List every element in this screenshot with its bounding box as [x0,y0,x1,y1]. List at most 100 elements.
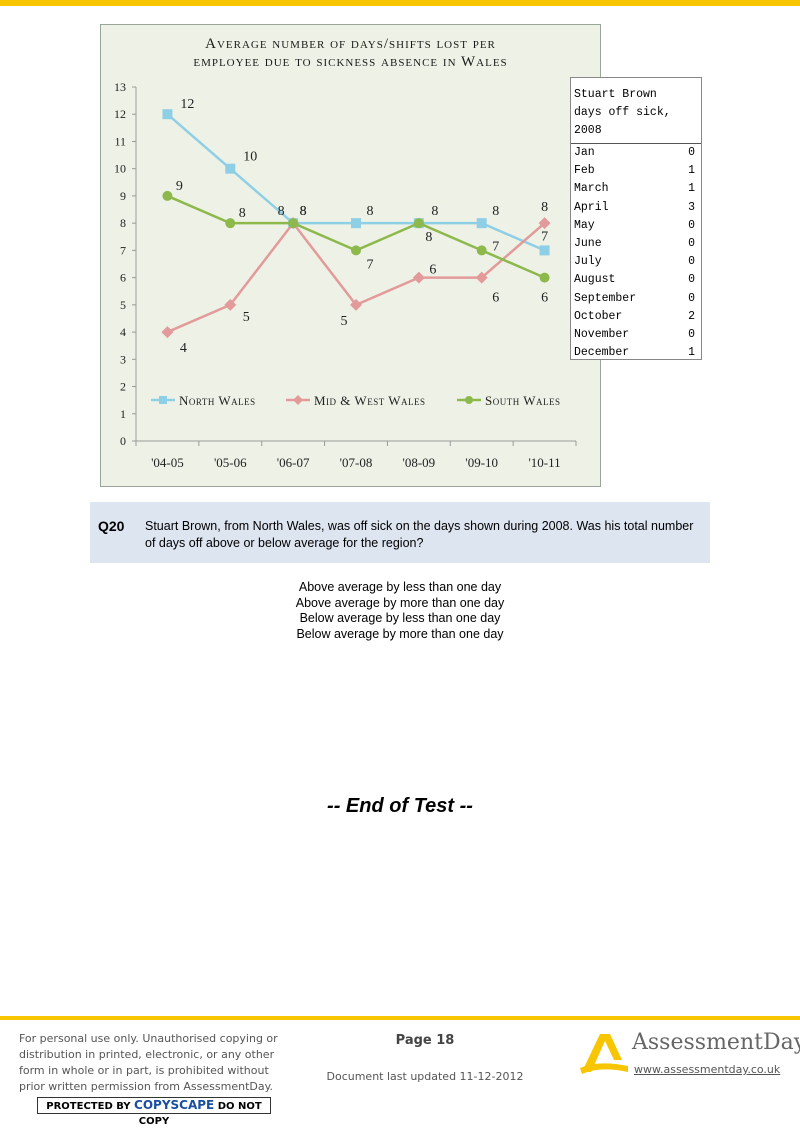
sick-month: April [574,200,609,214]
y-tick-label: 12 [114,107,126,121]
data-label: 5 [243,310,250,325]
y-tick-label: 10 [114,162,126,176]
x-tick-label: '10-11 [528,455,560,470]
legend-marker [465,396,473,404]
data-label: 6 [429,263,436,278]
assessmentday-logo-icon [580,1034,628,1074]
data-point [538,217,551,230]
footer-notice: For personal use only. Unauthorised copy… [19,1032,278,1093]
sick-month: June [574,236,602,250]
y-tick-label: 8 [120,216,126,230]
legend-marker [159,396,167,404]
data-point [539,272,550,283]
sick-table-rows: Jan 0 Feb 1 March 1 April 3 May 0 June 0 July 0 August… [571,144,701,362]
data-label: 9 [176,179,183,194]
sick-month: July [574,255,602,269]
sick-table-row: August 0 [571,271,701,289]
data-label: 10 [243,150,257,165]
data-label: 6 [492,291,499,306]
data-point [162,109,173,120]
sick-month: October [574,309,623,323]
sick-days: 1 [688,164,695,178]
data-label: 4 [180,341,187,356]
legend-label: North Wales [179,393,256,408]
data-point [476,245,487,256]
data-label: 5 [341,314,348,329]
data-label: 8 [239,206,246,221]
legend-label: Mid & West Wales [314,393,426,408]
y-tick-label: 6 [120,271,126,285]
sick-days: 1 [688,182,695,196]
sick-days: 1 [688,346,695,360]
footer-accent-bar [0,1016,800,1020]
y-tick-label: 0 [120,434,126,448]
sick-table-heading-line: days off sick, [574,106,671,119]
sick-month: March [574,182,609,196]
sick-table-row: April 3 [571,199,701,217]
data-label: 6 [541,291,548,306]
answer-option[interactable]: Below average by less than one day [299,611,501,625]
data-label: 8 [300,204,307,219]
copyscape-pre: PROTECTED BY [46,1101,131,1112]
data-point [224,298,237,311]
x-tick-label: '08-09 [403,455,436,470]
brand-name: AssessmentDay [632,1030,800,1055]
sick-table-row: Feb 1 [571,162,701,180]
data-point [225,163,236,174]
end-of-test-text: -- End of Test -- [327,795,473,817]
sick-days: 0 [688,273,695,287]
sick-days: 2 [688,309,695,323]
question-number: Q20 [98,518,125,534]
last-updated: Document last updated 11-12-2012 [326,1070,524,1083]
sick-table-heading-line: 2008 [574,124,602,137]
sick-month: December [574,346,630,360]
x-tick-label: '04-05 [151,455,184,470]
sick-days: 0 [688,255,695,269]
sick-table-row: July 0 [571,253,701,271]
series-line [166,194,546,279]
data-label: 8 [278,204,285,219]
question-panel: Q20 Stuart Brown, from North Wales, was … [90,502,710,563]
sick-month: September [574,291,637,305]
series-line [166,221,546,334]
sick-table-row: May 0 [571,217,701,235]
y-tick-label: 5 [120,298,126,312]
data-label: 7 [367,257,374,272]
sick-table-row: June 0 [571,235,701,253]
x-tick-label: '05-06 [214,455,247,470]
y-tick-label: 4 [120,325,126,339]
sick-month: August [574,273,616,287]
sickness-chart: Average number of days/shifts lost per e… [100,24,601,487]
chart-plot: 012345678910111213'04-05'05-06'06-07'07-… [114,80,577,470]
sick-days: 0 [688,327,695,341]
data-point [413,218,424,229]
sick-days: 0 [688,291,695,305]
y-tick-label: 7 [120,243,126,257]
copyscape-badge[interactable]: PROTECTED BY COPYSCAPE DO NOT COPY [37,1097,271,1127]
sick-days: 0 [688,236,695,250]
y-tick-label: 13 [114,80,126,94]
answer-option[interactable]: Below average by more than one day [296,626,504,641]
answer-option[interactable]: Above average by more than one day [295,595,505,610]
data-label: 8 [425,230,432,245]
data-point [475,271,488,284]
data-label: 8 [300,204,307,219]
data-point [288,218,299,229]
data-point [351,245,361,256]
y-tick-label: 2 [120,380,126,394]
data-point [351,218,361,229]
sick-table-row: September 0 [571,290,701,308]
copyscape-post: DO NOT COPY [138,1101,262,1127]
series-line [166,113,546,252]
copyscape-mid: COPYSCAPE [134,1098,215,1112]
website-link[interactable]: www.assessmentday.co.uk [634,1063,781,1076]
x-tick-label: '09-10 [465,455,498,470]
sick-days: 0 [688,218,695,232]
question-text: Stuart Brown, from North Wales, was off … [145,519,694,550]
data-label: 8 [367,204,374,219]
chart-title-line-1: Average number of days/shifts lost per [205,36,496,52]
legend-label: South Wales [485,393,561,408]
answer-option[interactable]: Above average by less than one day [298,580,502,594]
sick-month: Feb [574,164,595,178]
data-point [539,245,550,256]
